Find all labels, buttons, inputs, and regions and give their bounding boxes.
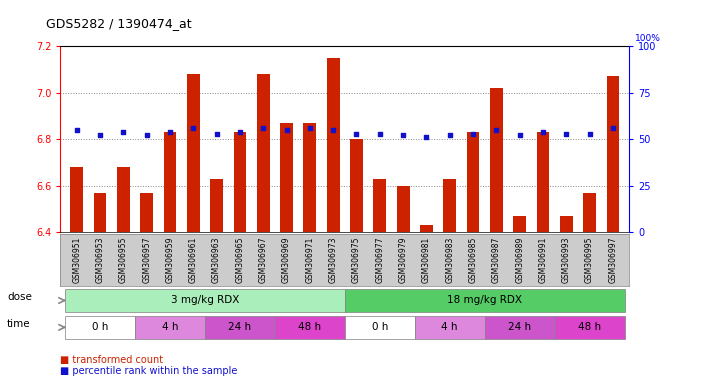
Bar: [94, 193, 107, 232]
Point: [304, 125, 316, 131]
Text: GSM306995: GSM306995: [585, 237, 594, 283]
Bar: [135, 316, 205, 339]
Text: GSM306961: GSM306961: [189, 237, 198, 283]
Point: [444, 132, 456, 139]
Point: [141, 132, 152, 139]
Bar: [555, 316, 624, 339]
Bar: [345, 316, 415, 339]
Text: time: time: [7, 318, 31, 329]
Point: [95, 132, 106, 139]
Text: GSM306967: GSM306967: [259, 237, 268, 283]
Bar: [65, 289, 345, 312]
Point: [491, 127, 502, 133]
Bar: [187, 74, 200, 232]
Bar: [606, 76, 619, 232]
Text: GSM306997: GSM306997: [609, 237, 617, 283]
Bar: [210, 179, 223, 232]
Point: [257, 125, 269, 131]
Text: ■ percentile rank within the sample: ■ percentile rank within the sample: [60, 366, 237, 376]
Text: GSM306991: GSM306991: [538, 237, 547, 283]
Bar: [304, 123, 316, 232]
Text: 0 h: 0 h: [92, 322, 108, 333]
Bar: [350, 139, 363, 232]
Bar: [275, 316, 345, 339]
Text: GSM306987: GSM306987: [492, 237, 501, 283]
Bar: [233, 132, 246, 232]
Text: dose: dose: [7, 291, 32, 302]
Text: GSM306951: GSM306951: [73, 237, 81, 283]
Text: 48 h: 48 h: [578, 322, 602, 333]
Text: ■ transformed count: ■ transformed count: [60, 355, 164, 365]
Text: GSM306979: GSM306979: [399, 237, 407, 283]
Point: [328, 127, 339, 133]
Text: GSM306983: GSM306983: [445, 237, 454, 283]
Text: 100%: 100%: [635, 34, 661, 43]
Text: GSM306959: GSM306959: [166, 237, 174, 283]
Text: GSM306963: GSM306963: [212, 237, 221, 283]
Bar: [444, 179, 456, 232]
Bar: [420, 225, 433, 232]
Bar: [490, 88, 503, 232]
Bar: [537, 132, 550, 232]
Point: [351, 131, 362, 137]
Point: [118, 129, 129, 135]
Point: [234, 129, 245, 135]
Text: 48 h: 48 h: [299, 322, 321, 333]
Text: GSM306985: GSM306985: [469, 237, 478, 283]
Point: [538, 129, 549, 135]
Bar: [257, 74, 269, 232]
Text: GSM306953: GSM306953: [95, 237, 105, 283]
Bar: [327, 58, 340, 232]
Text: 18 mg/kg RDX: 18 mg/kg RDX: [447, 295, 522, 306]
Bar: [560, 216, 572, 232]
Point: [607, 125, 619, 131]
Bar: [583, 193, 596, 232]
Text: GSM306993: GSM306993: [562, 237, 571, 283]
Text: 24 h: 24 h: [508, 322, 531, 333]
Point: [374, 131, 385, 137]
Point: [560, 131, 572, 137]
Text: GSM306971: GSM306971: [305, 237, 314, 283]
Point: [281, 127, 292, 133]
Text: GSM306957: GSM306957: [142, 237, 151, 283]
Text: 4 h: 4 h: [161, 322, 178, 333]
Bar: [466, 132, 479, 232]
Text: GDS5282 / 1390474_at: GDS5282 / 1390474_at: [46, 17, 192, 30]
Text: GSM306981: GSM306981: [422, 237, 431, 283]
Bar: [164, 132, 176, 232]
Bar: [205, 316, 275, 339]
Point: [514, 132, 525, 139]
Text: 0 h: 0 h: [372, 322, 388, 333]
Point: [421, 134, 432, 141]
Text: 24 h: 24 h: [228, 322, 252, 333]
Point: [397, 132, 409, 139]
Bar: [513, 216, 526, 232]
Bar: [345, 289, 624, 312]
Text: GSM306965: GSM306965: [235, 237, 245, 283]
Text: GSM306977: GSM306977: [375, 237, 385, 283]
Bar: [415, 316, 485, 339]
Text: GSM306989: GSM306989: [515, 237, 524, 283]
Bar: [70, 167, 83, 232]
Text: 3 mg/kg RDX: 3 mg/kg RDX: [171, 295, 239, 306]
Bar: [397, 186, 410, 232]
Point: [467, 131, 479, 137]
Point: [188, 125, 199, 131]
Text: 4 h: 4 h: [442, 322, 458, 333]
Point: [584, 131, 595, 137]
Bar: [485, 316, 555, 339]
Text: GSM306975: GSM306975: [352, 237, 361, 283]
Point: [211, 131, 223, 137]
Bar: [280, 123, 293, 232]
Point: [71, 127, 82, 133]
Bar: [140, 193, 153, 232]
Text: GSM306973: GSM306973: [328, 237, 338, 283]
Bar: [65, 316, 135, 339]
Bar: [117, 167, 130, 232]
Bar: [373, 179, 386, 232]
Text: GSM306955: GSM306955: [119, 237, 128, 283]
Text: GSM306969: GSM306969: [282, 237, 291, 283]
Point: [164, 129, 176, 135]
